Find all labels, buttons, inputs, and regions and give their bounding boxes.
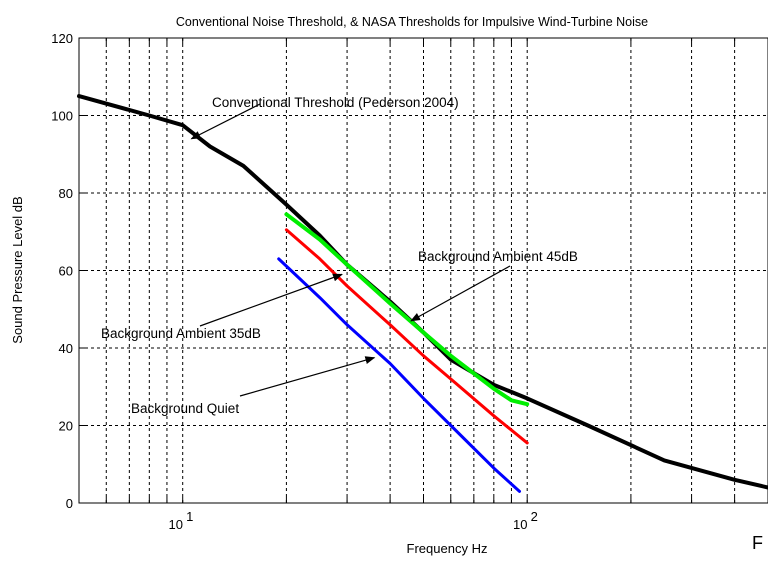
x-tick-exponent: 2 [531,509,538,524]
stray-letter: F [752,533,763,553]
x-tick-label: 10 [168,517,182,532]
annotation-label: Background Ambient 45dB [418,249,578,264]
x-tick-exponent: 1 [186,509,193,524]
annotation-label: Conventional Threshold (Pederson 2004) [212,95,459,110]
ticks: 0 20 40 60 80 100 120 10 1 10 2 [51,31,736,532]
annotation-arrow [199,273,343,327]
y-tick-label: 0 [66,496,73,511]
y-tick-label: 20 [59,419,73,434]
annotations: Conventional Threshold (Pederson 2004) Ba… [101,95,578,416]
annotation-label: Background Quiet [131,401,239,416]
x-axis-label: Frequency Hz [407,541,488,556]
annotation-arrow [239,356,376,397]
grid [79,38,768,503]
y-axis-label: Sound Pressure Level dB [10,196,25,343]
chart-title: Conventional Noise Threshold, & NASA Thr… [176,15,648,29]
y-tick-label: 80 [59,186,73,201]
y-tick-label: 60 [59,264,73,279]
y-tick-label: 40 [59,341,73,356]
y-tick-label: 100 [51,109,73,124]
y-tick-label: 120 [51,31,73,46]
series-line [284,212,530,407]
x-tick-label: 10 [513,517,527,532]
annotation-arrow [410,265,511,322]
annotation-label: Background Ambient 35dB [101,326,261,341]
series-line [277,257,521,493]
series-line [284,228,529,445]
series-layer [77,94,768,493]
annotation-arrow [190,103,261,140]
